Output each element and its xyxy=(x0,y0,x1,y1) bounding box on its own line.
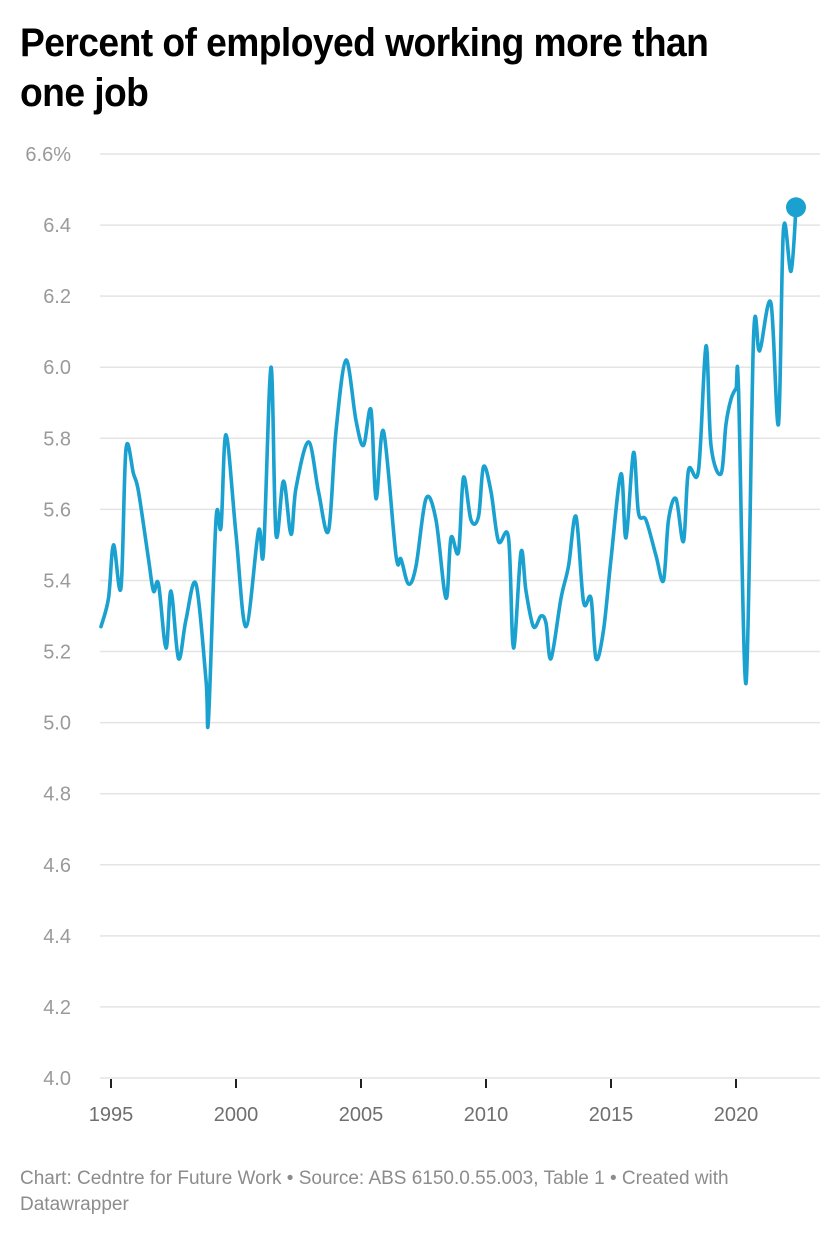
gridlines xyxy=(100,153,820,1079)
chart-title: Percent of employed working more than on… xyxy=(20,21,709,115)
y-axis: 4.0 4.2 4.4 4.6 4.8 5.0 5.2 5.4 5.6 5.8 6.0 6.2 6.4 6… xyxy=(25,144,71,1090)
y-tick-label: 6.2 xyxy=(43,286,71,308)
y-tick-label: 4.8 xyxy=(43,784,71,806)
y-tick-label: 6.6% xyxy=(25,144,71,166)
y-tick-label: 5.0 xyxy=(43,713,71,735)
y-tick-label: 4.6 xyxy=(43,855,71,877)
y-tick-label: 5.2 xyxy=(43,642,71,664)
line-chart: 4.0 4.2 4.4 4.6 4.8 5.0 5.2 5.4 5.6 5.8 6.0 6.2 6.4 6… xyxy=(25,144,820,1126)
y-tick-label: 4.0 xyxy=(43,1068,71,1090)
y-tick-label: 4.2 xyxy=(43,997,71,1019)
y-tick-label: 4.4 xyxy=(43,926,71,948)
y-tick-label: 5.6 xyxy=(43,499,71,521)
data-line xyxy=(99,205,798,730)
x-tick-label: 2015 xyxy=(589,1104,634,1126)
x-tick-label: 1995 xyxy=(89,1104,134,1126)
x-tick-label: 2010 xyxy=(464,1104,509,1126)
y-tick-label: 6.0 xyxy=(43,357,71,379)
y-tick-label: 6.4 xyxy=(43,215,71,237)
y-tick-label: 5.4 xyxy=(43,570,71,592)
x-axis: 1995 2000 2005 2010 2015 2020 xyxy=(89,1079,759,1126)
end-point-marker xyxy=(786,197,806,218)
x-tick-label: 2005 xyxy=(339,1104,384,1126)
x-tick-label: 2000 xyxy=(214,1104,259,1126)
x-tick-label: 2020 xyxy=(714,1104,759,1126)
y-tick-label: 5.8 xyxy=(43,428,71,450)
chart-footer: Chart: Cedntre for Future Work • Source:… xyxy=(20,1168,729,1215)
